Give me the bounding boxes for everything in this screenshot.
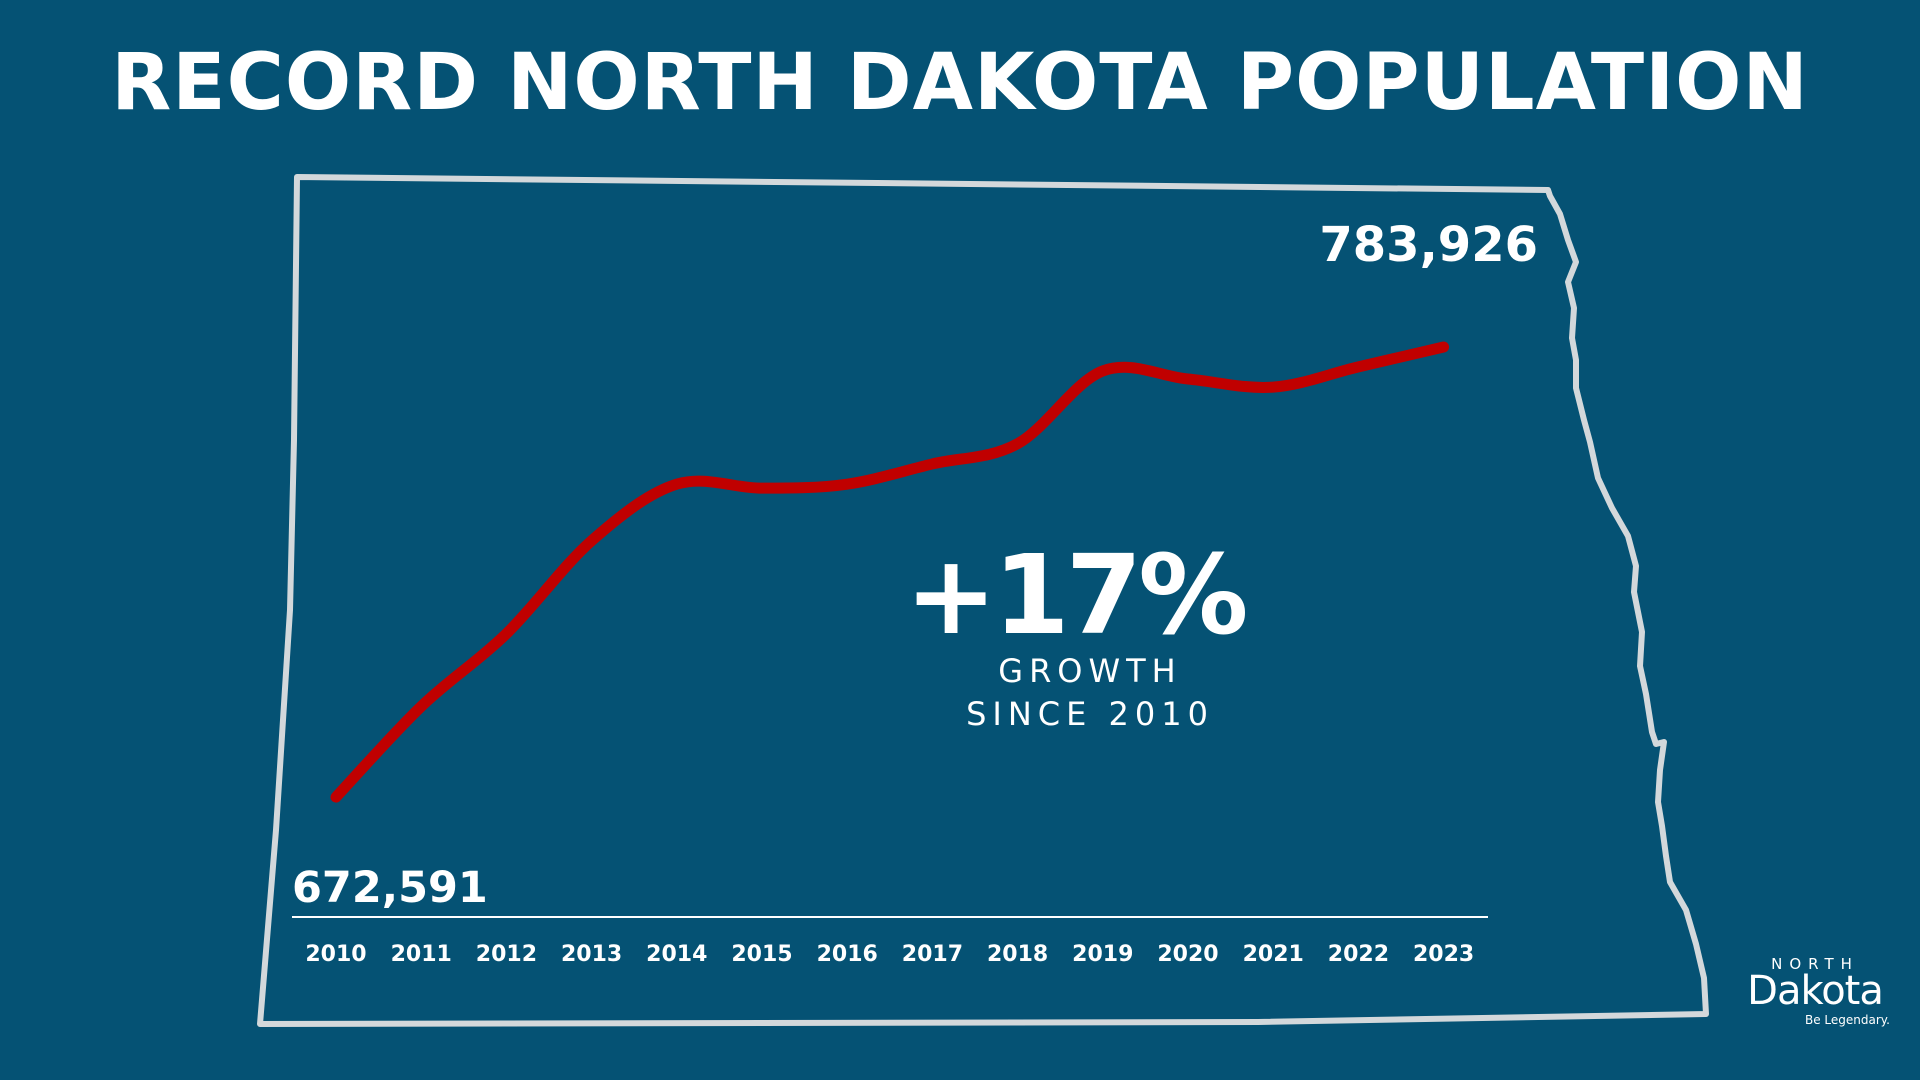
north-dakota-logo: NORTH Dakota Be Legendary. <box>1740 955 1890 1027</box>
x-tick-label-2014: 2014 <box>646 942 707 967</box>
logo-tagline: Be Legendary. <box>1804 1013 1890 1027</box>
x-tick-label-2020: 2020 <box>1157 942 1218 967</box>
end-value-label: 783,926 <box>1319 217 1538 273</box>
logo-north-text: NORTH <box>1771 955 1859 973</box>
x-tick-label-2023: 2023 <box>1413 942 1474 967</box>
page-title: RECORD NORTH DAKOTA POPULATION <box>111 38 1809 128</box>
x-tick-label-2021: 2021 <box>1243 942 1304 967</box>
north-dakota-outline-icon <box>257 174 1709 1027</box>
x-tick-label-2017: 2017 <box>902 942 963 967</box>
x-tick-label-2011: 2011 <box>391 942 452 967</box>
x-tick-label-2015: 2015 <box>731 942 792 967</box>
x-tick-label-2012: 2012 <box>476 942 537 967</box>
start-value-label: 672,591 <box>292 863 488 913</box>
x-tick-label-2010: 2010 <box>305 942 366 967</box>
x-tick-label-2018: 2018 <box>987 942 1048 967</box>
x-tick-label-2019: 2019 <box>1072 942 1133 967</box>
growth-caption-line2: SINCE 2010 <box>966 695 1214 733</box>
x-tick-label-2022: 2022 <box>1328 942 1389 967</box>
logo-dakota-text: Dakota <box>1747 968 1884 1014</box>
x-tick-label-2016: 2016 <box>817 942 878 967</box>
growth-caption-line1: GROWTH <box>998 652 1182 690</box>
x-tick-label-2013: 2013 <box>561 942 622 967</box>
growth-percent: +17% <box>905 531 1248 659</box>
population-series-line <box>330 341 1450 803</box>
